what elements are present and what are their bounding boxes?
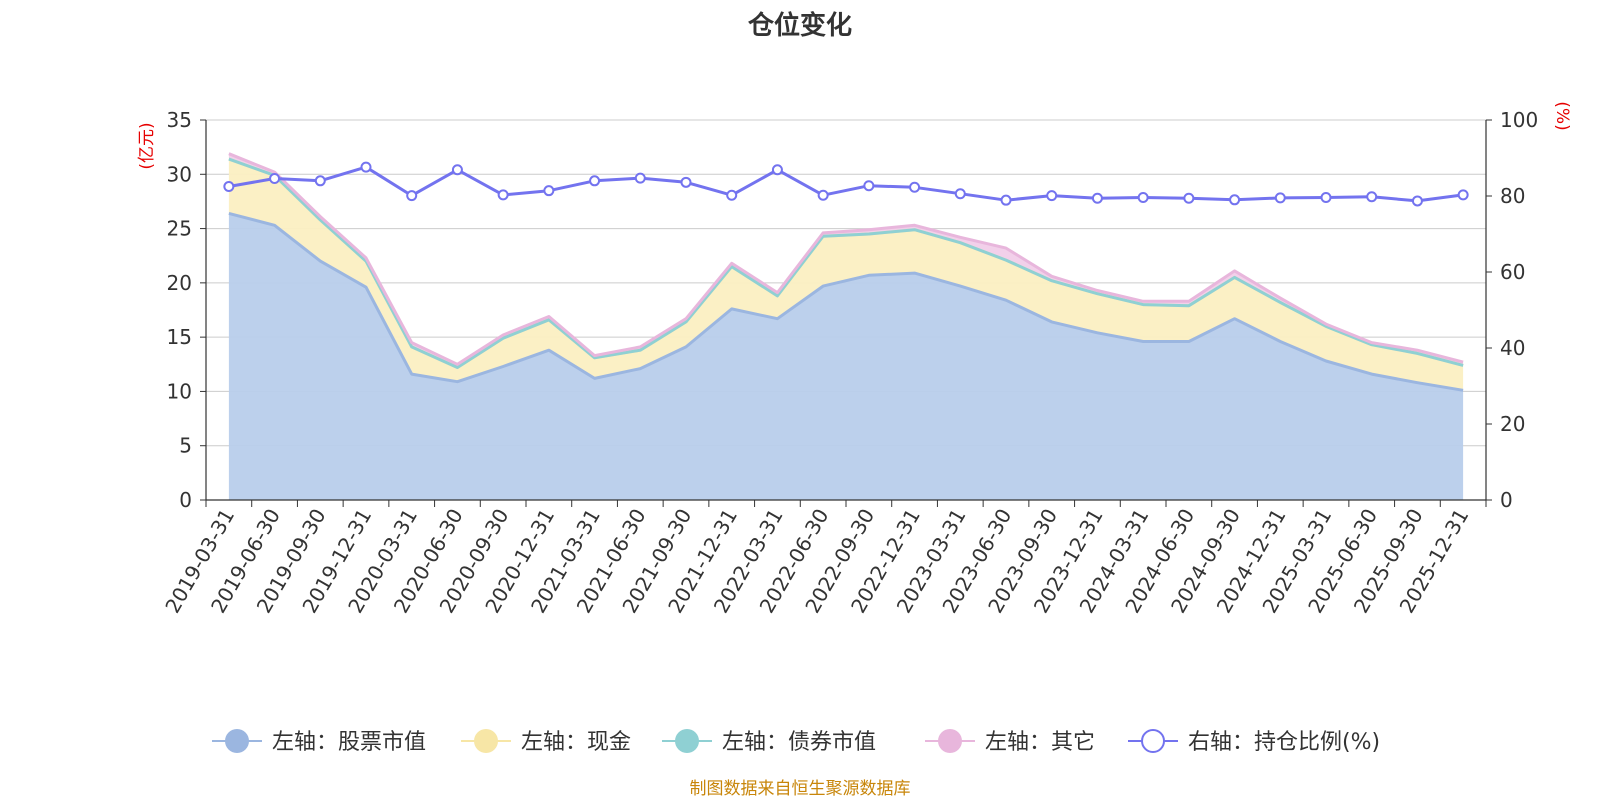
- ratio-point: [954, 188, 966, 200]
- ratio-point: [1229, 194, 1241, 206]
- ratio-point: [1320, 192, 1332, 204]
- line-左轴：股票市值: [228, 211, 1464, 392]
- legend-circle-icon: [474, 729, 498, 753]
- legend-item[interactable]: 左轴：现金: [461, 729, 631, 755]
- legend-item[interactable]: 左轴：股票市值: [212, 729, 426, 755]
- ratio-point: [1137, 192, 1149, 204]
- ratio-point: [817, 189, 829, 201]
- legend[interactable]: 左轴：股票市值 左轴：现金 左轴：债券市值 左轴：其它 右轴：持仓比例(%): [212, 729, 1380, 755]
- source-note: 制图数据来自恒生聚源数据库: [690, 779, 911, 799]
- ratio-point: [1457, 189, 1469, 201]
- ratio-point: [1274, 192, 1286, 204]
- left-tick-label: 5: [179, 434, 192, 458]
- legend-label: 右轴：持仓比例(%): [1188, 730, 1380, 755]
- ratio-point: [1091, 192, 1103, 204]
- ratio-point: [223, 181, 235, 192]
- ratio-point: [863, 180, 875, 192]
- line-左轴：其它: [228, 152, 1464, 366]
- ratio-point: [314, 175, 326, 187]
- ratio-point: [1046, 190, 1058, 202]
- left-tick-label: 30: [167, 162, 192, 186]
- legend-circle-icon: [675, 729, 699, 753]
- right-axis-unit: (%): [1552, 101, 1572, 130]
- ratio-point: [1183, 192, 1195, 204]
- right-tick-label: 60: [1500, 260, 1525, 284]
- area-左轴：股票市值: [228, 213, 1464, 500]
- ratio-point: [451, 164, 463, 176]
- right-tick-label: 40: [1500, 336, 1525, 360]
- line-series: [223, 152, 1469, 392]
- ratio-point: [269, 173, 281, 185]
- left-tick-label: 20: [167, 271, 192, 295]
- area-series: [228, 153, 1464, 500]
- ratio-point: [634, 172, 646, 184]
- legend-circle-icon: [1141, 729, 1165, 753]
- ratio-point: [360, 161, 372, 173]
- left-tick-label: 0: [179, 488, 192, 512]
- right-tick-label: 80: [1500, 184, 1525, 208]
- left-axis-unit: (亿元): [137, 122, 157, 169]
- area-左轴：现金: [228, 159, 1464, 391]
- legend-item[interactable]: 右轴：持仓比例(%): [1128, 729, 1380, 755]
- ratio-point: [771, 164, 783, 176]
- chart-title: 仓位变化: [747, 10, 852, 41]
- left-tick-label: 10: [167, 379, 192, 403]
- right-tick-label: 100: [1500, 108, 1538, 132]
- legend-label: 左轴：债券市值: [722, 730, 876, 755]
- legend-item[interactable]: 左轴：债券市值: [662, 729, 876, 755]
- left-tick-label: 15: [167, 325, 192, 349]
- line-右轴：持仓比例(%): [228, 165, 1464, 203]
- left-tick-label: 35: [167, 108, 192, 132]
- ratio-point: [497, 189, 509, 201]
- legend-circle-icon: [225, 729, 249, 753]
- left-tick-label: 25: [167, 217, 192, 241]
- ratio-point: [1000, 194, 1012, 206]
- legend-item[interactable]: 左轴：其它: [925, 729, 1095, 755]
- legend-label: 左轴：股票市值: [272, 730, 426, 755]
- ratio-point: [726, 189, 738, 201]
- ratio-point: [1411, 195, 1423, 207]
- ratio-point: [589, 175, 601, 187]
- ratio-point: [1366, 191, 1378, 203]
- ratio-point: [680, 176, 692, 188]
- legend-label: 左轴：其它: [985, 730, 1095, 755]
- ratio-point: [406, 190, 418, 202]
- legend-label: 左轴：现金: [521, 730, 631, 755]
- line-左轴：债券市值: [228, 157, 1464, 369]
- legend-circle-icon: [938, 729, 962, 753]
- right-tick-label: 20: [1500, 412, 1525, 436]
- right-tick-label: 0: [1500, 488, 1513, 512]
- ratio-point: [909, 181, 921, 193]
- ratio-point: [543, 185, 555, 197]
